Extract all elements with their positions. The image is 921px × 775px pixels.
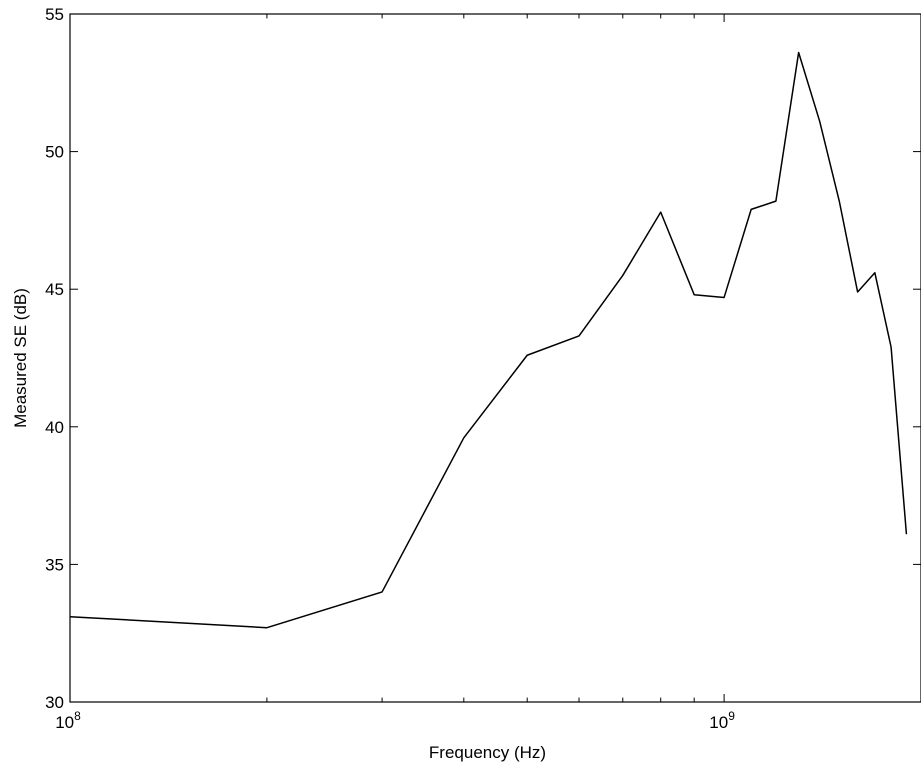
x-tick-label: 108 (55, 709, 81, 732)
x-axis-title: Frequency (Hz) (429, 743, 546, 762)
y-tick-label: 40 (45, 418, 64, 437)
y-tick-label: 30 (45, 693, 64, 712)
y-axis-title: Measured SE (dB) (11, 288, 30, 428)
y-tick-label: 55 (45, 5, 64, 24)
y-tick-label: 45 (45, 280, 64, 299)
series-layer (69, 51, 908, 629)
x-tick-label: 109 (709, 709, 735, 732)
series-line (69, 51, 908, 629)
x-axis: 108 109 (55, 14, 921, 732)
y-tick-label: 50 (45, 143, 64, 162)
y-tick-label: 35 (45, 555, 64, 574)
y-axis: 30 35 40 45 50 55 (45, 5, 921, 712)
plot-frame (69, 13, 921, 703)
plot-border (69, 13, 921, 703)
